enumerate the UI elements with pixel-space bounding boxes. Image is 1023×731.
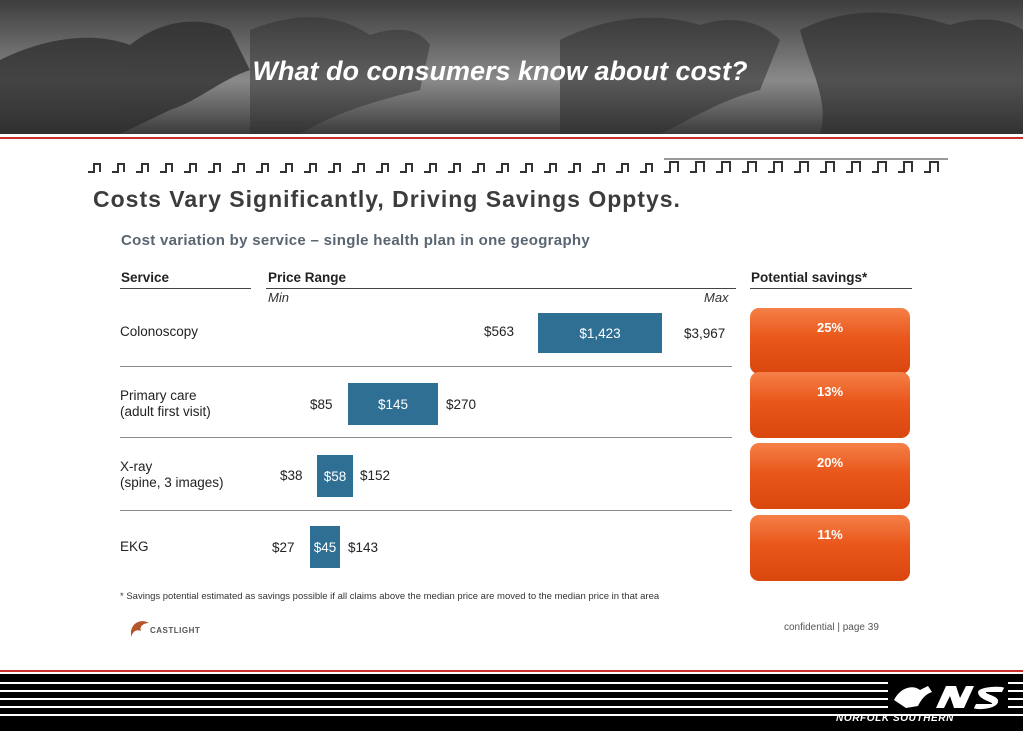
median-price-bar: $1,423	[538, 313, 662, 353]
footer-bar	[0, 674, 1023, 731]
min-price: $85	[310, 397, 333, 412]
footer-divider	[0, 670, 1023, 672]
column-header-price-range: Price Range	[268, 270, 347, 285]
min-price: $563	[484, 324, 515, 339]
column-header-potential-savings: Potential savings*	[751, 270, 868, 285]
service-name: Primary care (adult first visit)	[120, 388, 211, 419]
slide-heading: Costs Vary Significantly, Driving Saving…	[93, 186, 681, 212]
castlight-logo-icon	[131, 621, 149, 637]
row-separator	[120, 366, 732, 367]
confidential-page-label: confidential | page 39	[784, 622, 879, 633]
min-price: $27	[272, 540, 295, 555]
banner-divider	[0, 137, 1023, 139]
column-underline-price-range	[266, 288, 736, 289]
service-name: EKG	[120, 539, 149, 554]
footer-stripe	[0, 706, 1023, 708]
service-name: Colonoscopy	[120, 324, 199, 339]
column-header-service: Service	[121, 270, 170, 285]
footer-stripe	[0, 714, 1023, 716]
median-price-bar: $45	[310, 526, 340, 568]
max-price: $270	[446, 397, 477, 412]
savings-badge: 20%	[750, 443, 910, 509]
column-underline-savings	[750, 288, 912, 289]
median-price-bar: $58	[317, 455, 353, 497]
footer-stripe	[0, 682, 1023, 684]
service-name: X-ray (spine, 3 images)	[120, 459, 224, 490]
horses-background-image	[0, 12, 1023, 134]
banner-title: What do consumers know about cost?	[252, 56, 748, 86]
footer-stripe	[0, 698, 1023, 700]
row-separator	[120, 437, 732, 438]
min-label: Min	[268, 290, 289, 305]
savings-badge: 11%	[750, 515, 910, 581]
decorative-tick-border	[88, 158, 948, 173]
median-price-bar: $145	[348, 383, 438, 425]
max-price: $143	[348, 540, 379, 555]
max-price: $152	[360, 468, 391, 483]
slide-subheading: Cost variation by service – single healt…	[121, 232, 591, 249]
savings-badge: 13%	[750, 372, 910, 438]
footnote: * Savings potential estimated as savings…	[120, 591, 660, 602]
min-price: $38	[280, 468, 303, 483]
max-label: Max	[704, 290, 729, 305]
footer-stripe	[0, 690, 1023, 692]
norfolk-southern-wordmark: NORFOLK SOUTHERN	[836, 713, 954, 724]
castlight-logo-text: CASTLIGHT	[150, 626, 201, 635]
column-underline-service	[120, 288, 251, 289]
max-price: $3,967	[684, 326, 726, 341]
header-banner: What do consumers know about cost?	[0, 0, 1023, 134]
norfolk-southern-horse-logo-icon	[888, 682, 1008, 712]
row-separator	[120, 510, 732, 511]
savings-badge: 25%	[750, 308, 910, 374]
